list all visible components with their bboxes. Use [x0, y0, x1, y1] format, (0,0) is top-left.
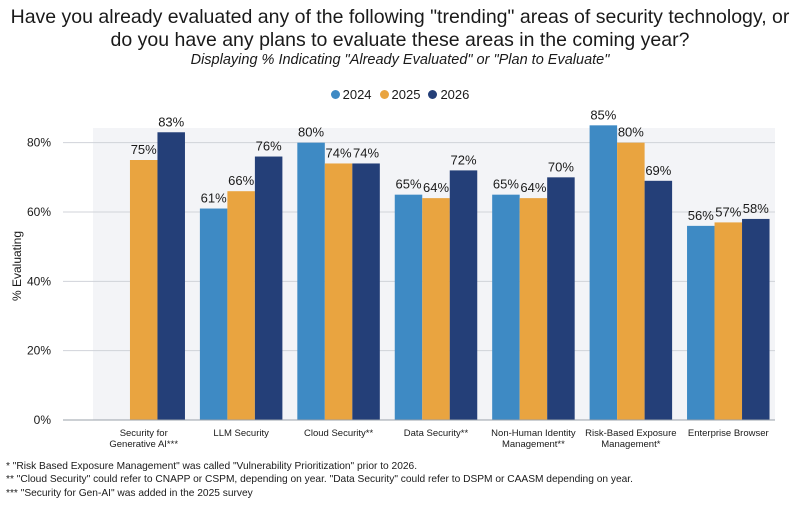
y-tick-label: 40% — [27, 274, 51, 288]
data-label: 75% — [131, 142, 157, 157]
data-label: 58% — [743, 201, 769, 216]
data-label: 66% — [228, 173, 254, 188]
data-label: 74% — [353, 145, 379, 160]
data-label: 85% — [590, 107, 616, 122]
legend-item-2026: 2026 — [428, 87, 469, 102]
bar-2024 — [199, 208, 228, 420]
bar-2025 — [227, 191, 255, 420]
x-tick-label: Generative AI*** — [109, 439, 178, 450]
bar-2026 — [254, 156, 283, 421]
bar-2024 — [687, 225, 715, 420]
x-tick-label: Data Security** — [404, 428, 469, 439]
x-tick-label: Enterprise Browser — [688, 428, 769, 439]
data-label: 61% — [201, 191, 227, 206]
x-tick-label: Management** — [502, 439, 565, 450]
bar-2025 — [129, 160, 158, 420]
y-tick-label: 0% — [34, 413, 52, 427]
bar-2026 — [547, 177, 575, 420]
footnote-3: *** "Security for Gen-AI" was added in t… — [6, 487, 253, 499]
x-tick-label: LLM Security — [213, 428, 269, 439]
bar-2026 — [352, 163, 380, 420]
footnotes: * "Risk Based Exposure Management" was c… — [6, 460, 633, 500]
legend-swatch-2026 — [428, 90, 438, 99]
x-tick-label: Non-Human Identity — [491, 428, 576, 439]
legend-label-2025: 2025 — [391, 87, 421, 102]
legend-item-2025: 2025 — [379, 87, 421, 102]
bar-2026 — [644, 180, 673, 420]
legend-label-2026: 2026 — [440, 87, 470, 102]
data-label: 65% — [395, 177, 421, 192]
legend-swatch-2025 — [379, 90, 389, 99]
footnote-2: ** "Cloud Security" could refer to CNAPP… — [6, 474, 633, 486]
legend-swatch-2024 — [330, 90, 340, 99]
chart-subtitle: Displaying % Indicating "Already Evaluat… — [190, 52, 610, 68]
data-label: 70% — [548, 159, 574, 174]
bar-2025 — [519, 198, 548, 420]
y-tick-label: 20% — [27, 344, 51, 358]
bar-2026 — [449, 170, 478, 420]
legend-label-2024: 2024 — [342, 87, 372, 102]
data-label: 64% — [520, 180, 546, 195]
data-label: 57% — [715, 204, 741, 219]
bar-2025 — [714, 222, 743, 420]
y-tick-label: 80% — [27, 136, 51, 150]
bar-2024 — [589, 125, 618, 420]
data-label: 72% — [450, 152, 476, 167]
chart-legend: 2024 2025 2026 — [0, 87, 800, 102]
bar-2024 — [394, 194, 423, 420]
data-label: 80% — [618, 125, 644, 140]
x-tick-label: Cloud Security** — [304, 428, 373, 439]
footnote-1: * "Risk Based Exposure Management" was c… — [6, 461, 418, 472]
x-tick-label: Security for — [120, 428, 168, 439]
bar-2025 — [617, 142, 645, 420]
bar-2025 — [422, 198, 450, 420]
data-label: 76% — [256, 139, 282, 154]
bar-2025 — [324, 163, 353, 420]
bar-2026 — [157, 132, 185, 420]
legend-item-2024: 2024 — [330, 87, 372, 102]
data-label: 80% — [298, 125, 324, 140]
y-axis-title: % Evaluating — [10, 231, 24, 301]
data-label: 69% — [645, 163, 671, 178]
data-label: 65% — [493, 177, 519, 192]
y-tick-label: 60% — [27, 205, 51, 219]
data-label: 74% — [326, 145, 352, 160]
data-label: 83% — [158, 114, 184, 129]
x-tick-label: Risk-Based Exposure — [585, 428, 676, 439]
data-label: 56% — [688, 208, 714, 223]
data-label: 64% — [423, 180, 449, 195]
bar-2024 — [297, 142, 325, 420]
bar-2026 — [742, 218, 770, 420]
x-tick-label: Management* — [601, 439, 660, 450]
chart-title: Have you already evaluated any of the fo… — [10, 6, 790, 51]
bar-2024 — [492, 194, 520, 420]
